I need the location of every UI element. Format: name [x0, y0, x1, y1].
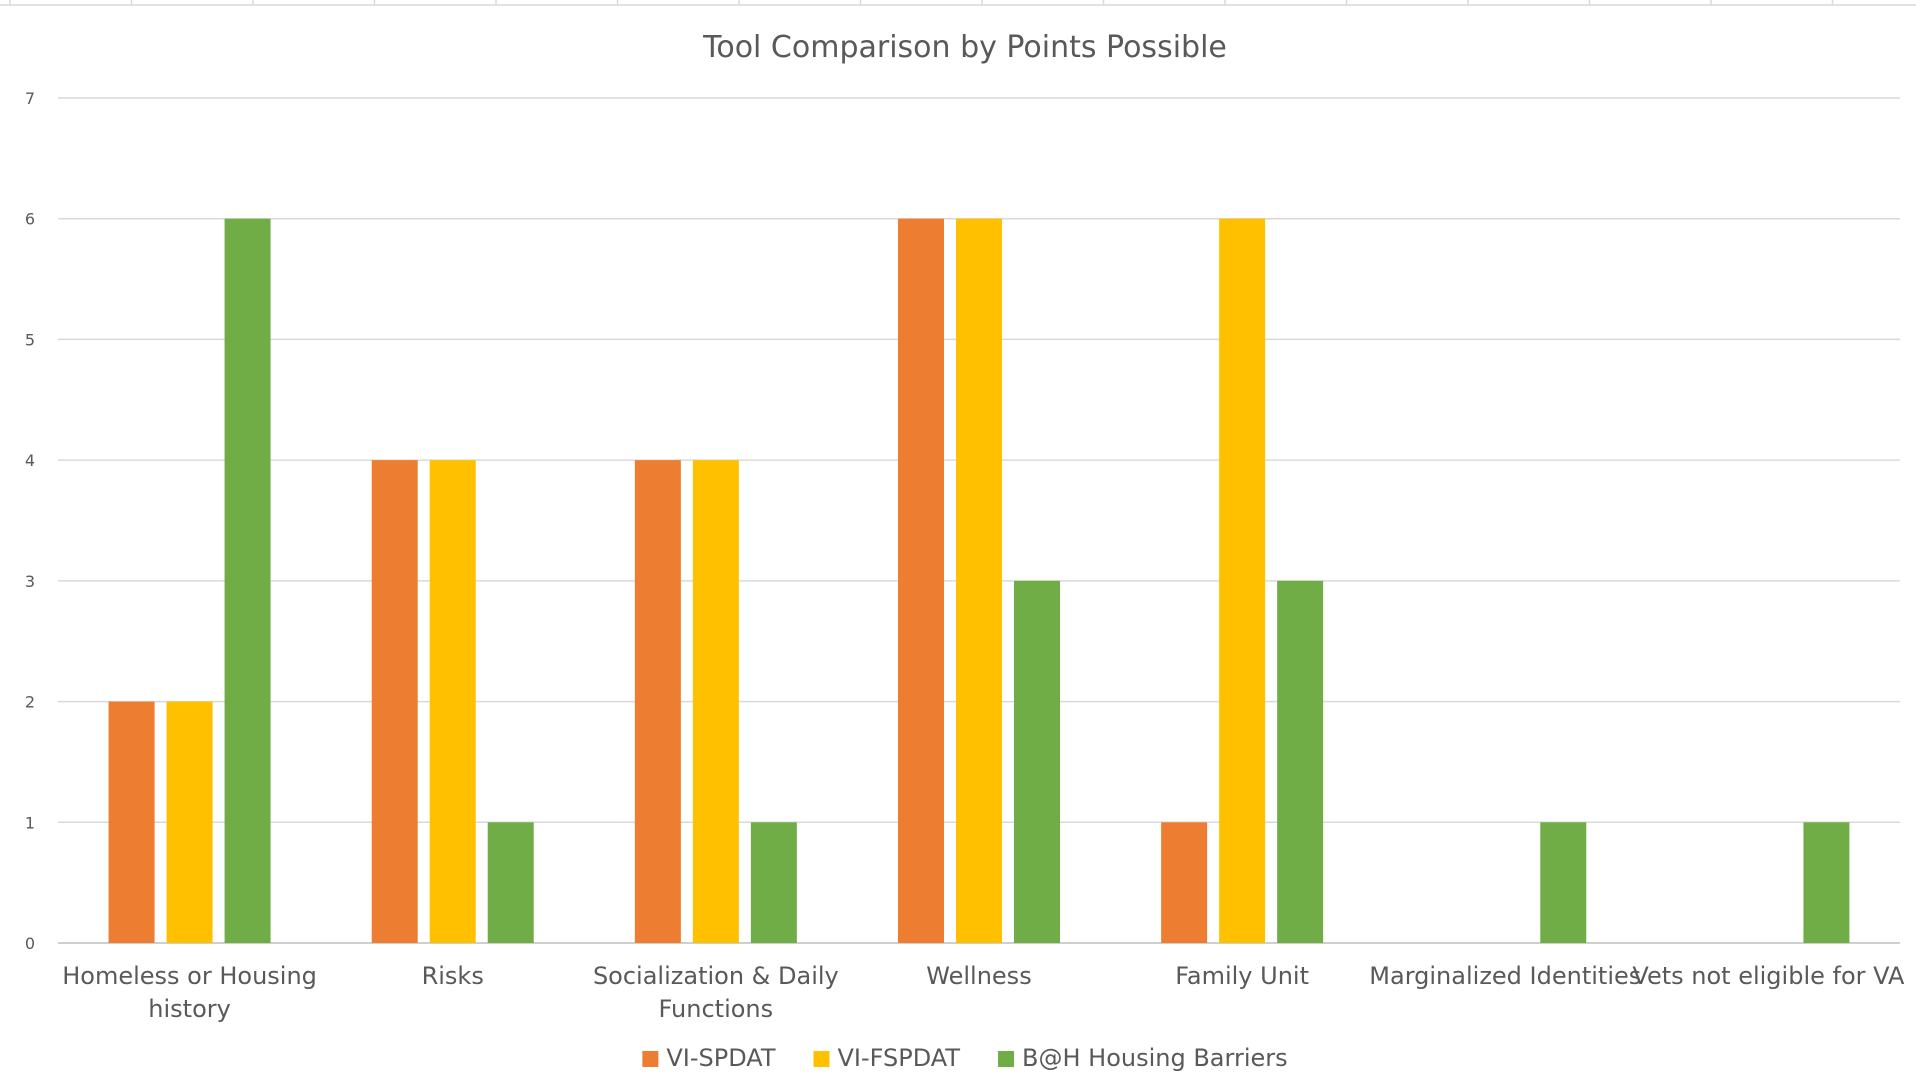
y-tick-label: 6: [25, 210, 35, 229]
bar-vi-fspdat: [429, 460, 476, 943]
bar-vi-fspdat: [166, 701, 213, 943]
bar-b-h-housing-barriers: [1277, 580, 1324, 943]
x-tick-label: Homeless or Housing: [62, 962, 317, 990]
x-tick-label: Wellness: [926, 962, 1031, 990]
bar-b-h-housing-barriers: [1803, 822, 1850, 943]
legend-label: B@H Housing Barriers: [1022, 1044, 1288, 1072]
legend: VI-SPDAT VI-FSPDAT B@H Housing Barriers: [642, 1044, 1288, 1072]
y-tick-label: 3: [25, 572, 35, 591]
bar-b-h-housing-barriers: [750, 822, 797, 943]
legend-label: VI-FSPDAT: [837, 1044, 960, 1072]
bar-vi-spdat: [108, 701, 155, 943]
bar-vi-spdat: [1161, 822, 1208, 943]
y-tick-label: 4: [25, 451, 35, 470]
bars: [108, 218, 1850, 943]
x-tick-label: Functions: [659, 995, 774, 1023]
bar-b-h-housing-barriers: [487, 822, 534, 943]
bar-vi-fspdat: [1219, 218, 1266, 943]
chart-title: Tool Comparison by Points Possible: [702, 30, 1227, 65]
y-tick-label: 0: [25, 934, 35, 953]
bar-b-h-housing-barriers: [224, 218, 271, 943]
x-tick-label: Family Unit: [1175, 962, 1309, 990]
x-tick-label: Marginalized Identities: [1369, 962, 1641, 990]
legend-swatch: [642, 1051, 659, 1067]
y-tick-label: 7: [25, 89, 35, 108]
x-tick-label: history: [148, 995, 231, 1023]
y-axis-ticks: 0 1 2 3 4 5 6 7: [25, 89, 35, 953]
y-tick-label: 5: [25, 330, 35, 349]
bar-b-h-housing-barriers: [1014, 580, 1060, 943]
bar-vi-spdat: [634, 460, 681, 943]
y-tick-label: 1: [25, 813, 35, 832]
x-tick-label: Socialization & Daily: [593, 962, 839, 990]
x-axis-ticks: Homeless or Housing history Risks Socializa…: [62, 962, 1905, 1023]
legend-label: VI-SPDAT: [666, 1044, 775, 1072]
legend-swatch: [813, 1051, 830, 1067]
legend-swatch: [998, 1051, 1015, 1067]
bar-b-h-housing-barriers: [1540, 822, 1587, 943]
bar-vi-fspdat: [956, 218, 1002, 943]
y-tick-label: 2: [25, 693, 35, 712]
bar-vi-spdat: [898, 218, 944, 943]
bar-vi-fspdat: [692, 460, 739, 943]
x-tick-label: Risks: [422, 962, 484, 990]
x-tick-label: Vets not eligible for VA: [1632, 962, 1905, 990]
bar-vi-spdat: [371, 460, 418, 943]
